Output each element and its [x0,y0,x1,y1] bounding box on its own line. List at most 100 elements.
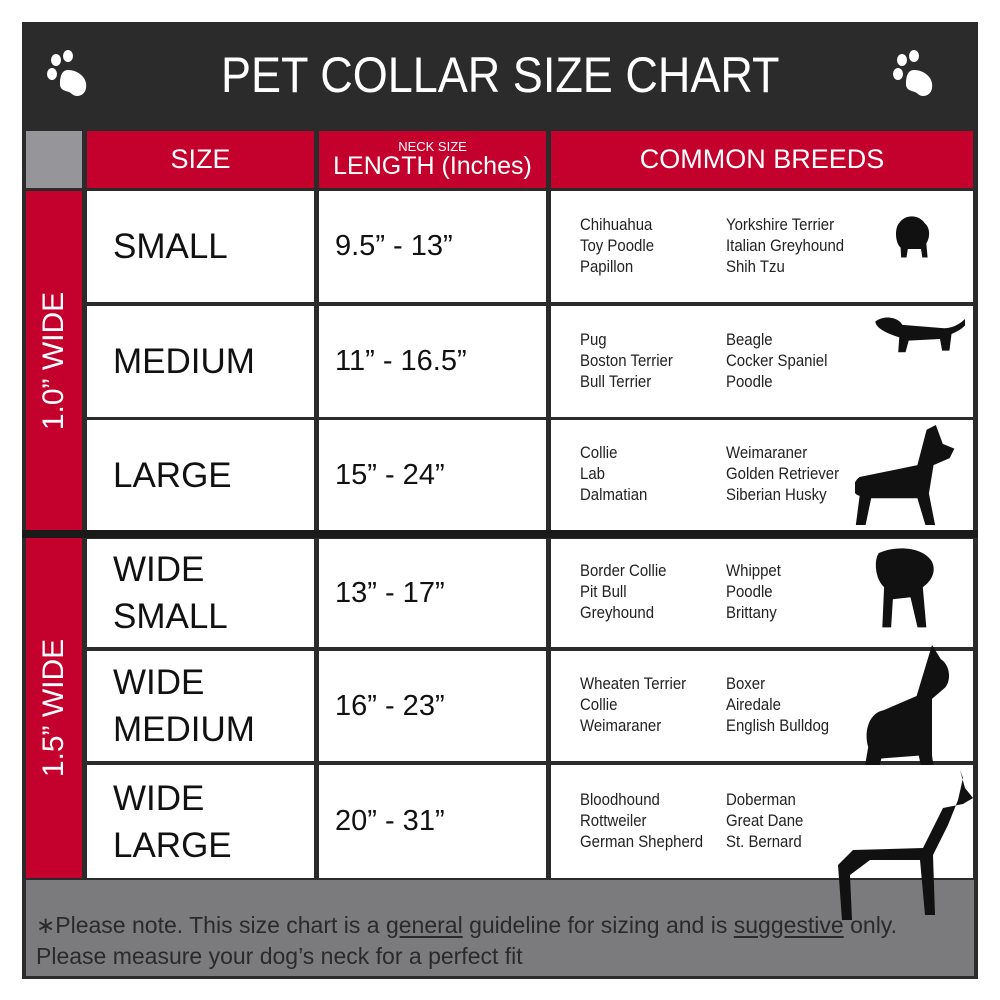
breed-name: Yorkshire Terrier [726,214,835,234]
dog-silhouette-icon [875,548,934,628]
breed-list: Bloodhound Rottweiler German Shepherd [580,789,703,852]
breed-name: Beagle [726,329,773,349]
length-cell: 11” - 16.5” [319,306,546,417]
breed-name: Bloodhound [580,789,660,809]
header-corner [26,131,82,188]
breed-name: Poodle [726,582,773,601]
footer-emphasis: general [385,912,463,938]
breed-name: Bull Terrier [580,371,652,391]
length-value: 16” - 23” [335,689,445,722]
size-cell: WIDE SMALL [87,539,314,647]
doberman-silhouette-icon [838,770,973,920]
length-cell: 9.5” - 13” [319,191,546,302]
group-band-1in: 1.0” WIDE [26,191,82,530]
page-title: PET COLLAR SIZE CHART [22,22,978,128]
breed-list: Weimaraner Golden Retriever Siberian Husky [726,442,839,505]
breed-list: Pug Boston Terrier Bull Terrier [580,329,673,392]
dog-silhouette-icon [865,645,950,765]
length-cell: 15” - 24” [319,420,546,530]
breed-name: Collie [580,443,618,462]
breed-list: Wheaten Terrier Collie Weimaraner [580,673,686,736]
breed-name: Rottweiler [580,810,647,830]
breed-list: Boxer Airedale English Bulldog [726,673,829,736]
size-cell: MEDIUM [87,306,314,417]
size-cell: LARGE [87,420,314,530]
size-cell: SMALL [87,191,314,302]
breed-name: Cocker Spaniel [726,350,828,370]
header-size: SIZE [87,131,314,188]
length-cell: 20” - 31” [319,765,546,878]
paw-icon [893,50,933,96]
breed-name: German Shepherd [580,831,704,851]
header-length: NECK SIZE LENGTH (Inches) [319,131,546,188]
header-length-label: LENGTH (Inches) [333,152,532,180]
size-label: WIDE SMALL [113,550,228,636]
breed-name: Border Collie [580,561,667,580]
breed-name: Boxer [726,674,766,693]
breed-name: Boston Terrier [580,350,673,370]
breed-name: Weimaraner [726,443,808,462]
breed-name: Brittany [726,603,777,622]
footer-text: ∗Please note. This size chart is a [36,912,386,938]
title-text: PET COLLAR SIZE CHART [220,47,780,103]
group-band-1-5in: 1.5” WIDE [26,538,82,878]
breed-name: English Bulldog [726,716,830,735]
breed-name: Dalmatian [580,485,648,504]
size-cell: WIDE MEDIUM [87,651,314,761]
breed-name: Collie [580,695,618,714]
breed-name: Poodle [726,371,773,391]
header-breeds: COMMON BREEDS [551,131,973,188]
breeds-cell: Pug Boston Terrier Bull Terrier Beagle Cocke… [551,306,973,417]
breed-name: Siberian Husky [726,485,827,504]
footer-line-2: Please measure your dog’s neck for a per… [36,943,523,969]
breed-name: Wheaten Terrier [580,674,687,693]
paw-icon [47,50,87,96]
breed-name: Papillon [580,256,634,276]
breed-name: Pug [580,329,607,349]
breed-list: Yorkshire Terrier Italian Greyhound Shih T… [726,214,844,277]
breed-list: Doberman Great Dane St. Bernard [726,789,803,852]
breed-name: Chihuahua [580,214,653,234]
breed-name: Whippet [726,561,781,580]
size-label: SMALL [113,227,228,266]
breed-name: Pit Bull [580,582,627,601]
header-size-label: SIZE [170,144,231,174]
header-neck-size-label: NECK SIZE [398,139,467,154]
size-label: LARGE [113,455,232,495]
breed-name: St. Bernard [726,831,802,851]
breed-name: Doberman [726,789,796,809]
breed-list: Border Collie Pit Bull Greyhound [580,560,666,623]
length-value: 20” - 31” [335,805,445,837]
breed-list: Beagle Cocker Spaniel Poodle [726,329,827,392]
length-value: 15” - 24” [335,458,445,491]
breed-name: Toy Poodle [580,235,655,255]
size-label: WIDE LARGE [113,778,232,865]
header-breeds-label: COMMON BREEDS [639,144,885,174]
breed-name: Golden Retriever [726,464,840,483]
breed-name: Lab [580,464,605,483]
group-label: 1.0” WIDE [37,291,70,430]
group-divider [22,530,978,538]
breed-list: Whippet Poodle Brittany [726,560,781,623]
length-value: 9.5” - 13” [335,230,453,262]
length-cell: 16” - 23” [319,651,546,761]
length-value: 11” - 16.5” [335,345,467,377]
breed-name: Greyhound [580,603,655,622]
footer-note: ∗Please note. This size chart is a gener… [26,880,974,976]
breed-name: Italian Greyhound [726,235,845,255]
breed-name: Weimaraner [580,716,662,735]
footer-text: guideline for sizing and is [462,912,734,938]
dog-silhouette-icon [855,425,955,525]
breed-name: Shih Tzu [726,256,785,276]
length-cell: 13” - 17” [319,539,546,647]
dog-silhouette-icon [895,216,930,258]
breed-name: Airedale [726,695,781,714]
size-label: MEDIUM [113,342,255,381]
footer-line-1: ∗Please note. This size chart is a gener… [36,910,974,941]
breed-name: Great Dane [726,810,804,830]
dog-silhouette-icon [875,317,965,353]
size-cell: WIDE LARGE [87,765,314,878]
breed-list: Collie Lab Dalmatian [580,442,647,505]
size-label: WIDE MEDIUM [113,663,255,749]
breeds-cell: Chihuahua Toy Poodle Papillon Yorkshire Ter… [551,191,973,302]
